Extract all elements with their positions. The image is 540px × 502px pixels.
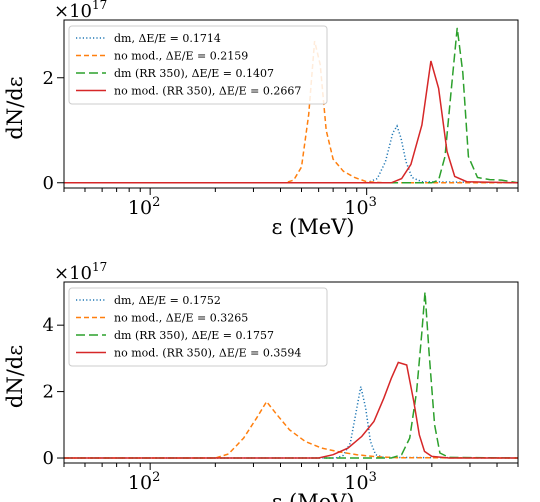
x-tick-label: 103	[344, 195, 376, 219]
series-line-4	[64, 60, 518, 184]
y-axis-label: dN/dε	[3, 76, 27, 139]
legend-label-3: dm (RR 350), ΔE/E = 0.1407	[114, 67, 274, 80]
legend-label-2: no mod., ΔE/E = 0.2159	[114, 50, 248, 63]
series-line-2	[64, 400, 518, 459]
y-tick-label: 0	[43, 173, 54, 194]
y-axis-label: dN/dε	[3, 345, 27, 408]
x-tick-label: 103	[344, 470, 376, 494]
series-line-3	[64, 27, 518, 184]
x-tick-label: 102	[128, 470, 160, 494]
y-multiplier: ×1017	[54, 260, 107, 284]
legend-label-2: no mod., ΔE/E = 0.3265	[114, 312, 248, 325]
legend-label-3: dm (RR 350), ΔE/E = 0.1757	[114, 329, 274, 342]
y-tick-label: 2	[43, 382, 54, 403]
legend-box	[68, 287, 328, 367]
legend-label-1: dm, ΔE/E = 0.1714	[114, 32, 221, 45]
legend-label-4: no mod. (RR 350), ΔE/E = 0.2667	[114, 85, 301, 98]
plot-frame	[63, 19, 519, 189]
legend-label-1: dm, ΔE/E = 0.1752	[114, 294, 221, 307]
legend-label-4: no mod. (RR 350), ΔE/E = 0.3594	[114, 347, 301, 360]
series-line-2	[64, 40, 518, 184]
plot-frame	[63, 281, 519, 464]
x-axis-label: ε (MeV)	[271, 215, 354, 239]
series-line-4	[64, 361, 518, 459]
series-line-1	[64, 386, 518, 459]
y-multiplier: ×1017	[54, 0, 107, 22]
x-tick-label: 102	[128, 195, 160, 219]
y-tick-label: 4	[43, 315, 54, 336]
x-axis-label: ε (MeV)	[271, 490, 354, 502]
series-line-3	[64, 291, 518, 459]
legend-box	[68, 25, 328, 105]
y-tick-label: 0	[43, 448, 54, 469]
y-tick-label: 2	[43, 68, 54, 89]
series-line-1	[64, 124, 518, 184]
